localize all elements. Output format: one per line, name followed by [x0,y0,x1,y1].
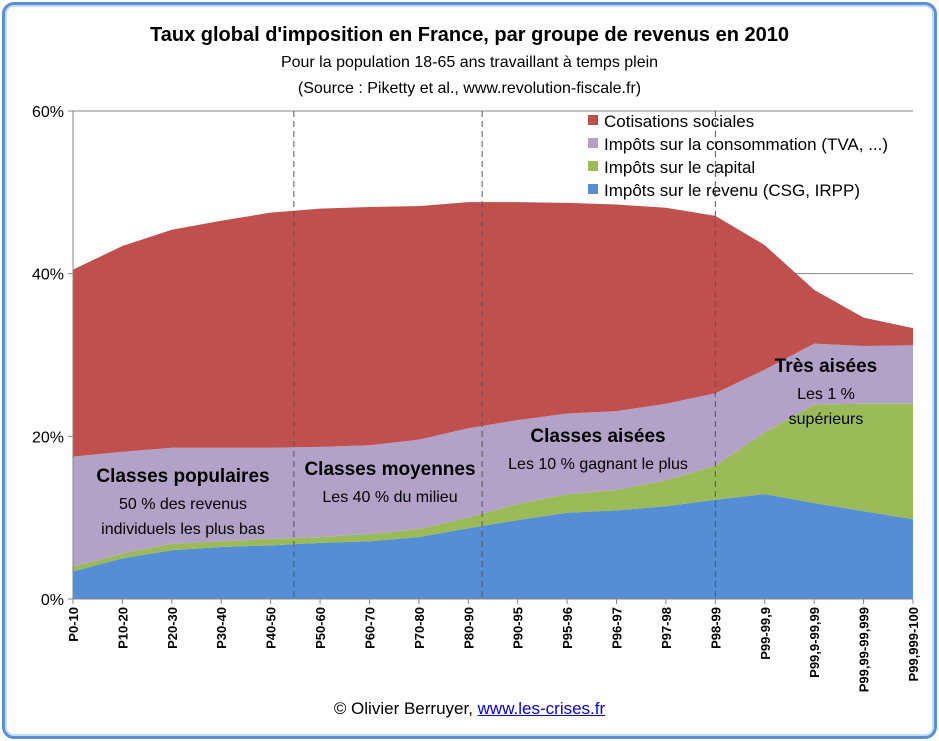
area-series-3 [73,202,913,457]
legend-swatch [588,184,598,194]
x-tick-label: P10-20 [115,607,130,649]
x-tick-label: P98-99 [708,607,723,649]
x-tick-label: P97-98 [659,607,674,649]
area-series-1 [73,403,913,572]
x-tick-label: P90-95 [511,607,526,649]
x-tick-label: P50-60 [313,607,328,649]
x-tick-label: P20-30 [165,607,180,649]
annotation-text: Les 40 % du milieu [322,489,457,506]
y-tick-label: 20% [32,429,64,446]
legend-label: Impôts sur le capital [604,158,755,177]
annotation-text: Les 10 % gagnant le plus [508,456,688,473]
annotation-text: 50 % des revenus [119,496,247,513]
annotation-text: individuels les plus bas [101,521,265,538]
legend-label: Cotisations sociales [604,112,754,131]
x-tick-label: P0-10 [66,607,81,642]
chart-subtitle: Pour la population 18-65 ans travaillant… [280,54,659,71]
annotation-title: Classes aisées [530,426,665,447]
area-series-0 [73,494,913,599]
x-tick-label: P80-90 [461,607,476,649]
footer-credit: © Olivier Berruyer, [333,699,478,718]
x-tick-label: P40-50 [264,607,279,649]
legend-label: Impôts sur le revenu (CSG, IRPP) [604,181,860,200]
legend-swatch [588,161,598,171]
x-tick-label: P99-99,9 [758,607,773,660]
footer: © Olivier Berruyer, www.les-crises.fr [0,699,939,719]
x-tick-label: P99,999-100 [906,607,921,681]
annotation-text: supérieurs [789,411,864,428]
footer-link[interactable]: www.les-crises.fr [477,699,606,718]
legend-swatch [588,138,598,148]
annotation-title: Classes populaires [96,466,269,487]
annotation-title: Très aisées [775,356,877,377]
annotation-title: Classes moyennes [304,459,475,480]
legend-label: Impôts sur la consommation (TVA, ...) [604,135,888,154]
x-tick-label: P99,99-99,999 [857,607,872,692]
x-tick-label: P60-70 [362,607,377,649]
x-tick-label: P30-40 [214,607,229,649]
area-series-2 [73,343,913,567]
chart-source: (Source : Piketty et al., www.revolution… [297,80,642,97]
x-tick-label: P95-96 [560,607,575,649]
x-tick-label: P96-97 [610,607,625,649]
annotation-text: Les 1 % [797,386,855,403]
y-tick-label: 40% [32,267,64,284]
y-tick-label: 60% [32,104,64,121]
legend-swatch [588,115,598,125]
chart-title: Taux global d'imposition en France, par … [150,24,789,46]
x-tick-label: P70-80 [412,607,427,649]
x-tick-label: P99,9-99,99 [807,607,822,678]
y-tick-label: 0% [41,592,64,609]
